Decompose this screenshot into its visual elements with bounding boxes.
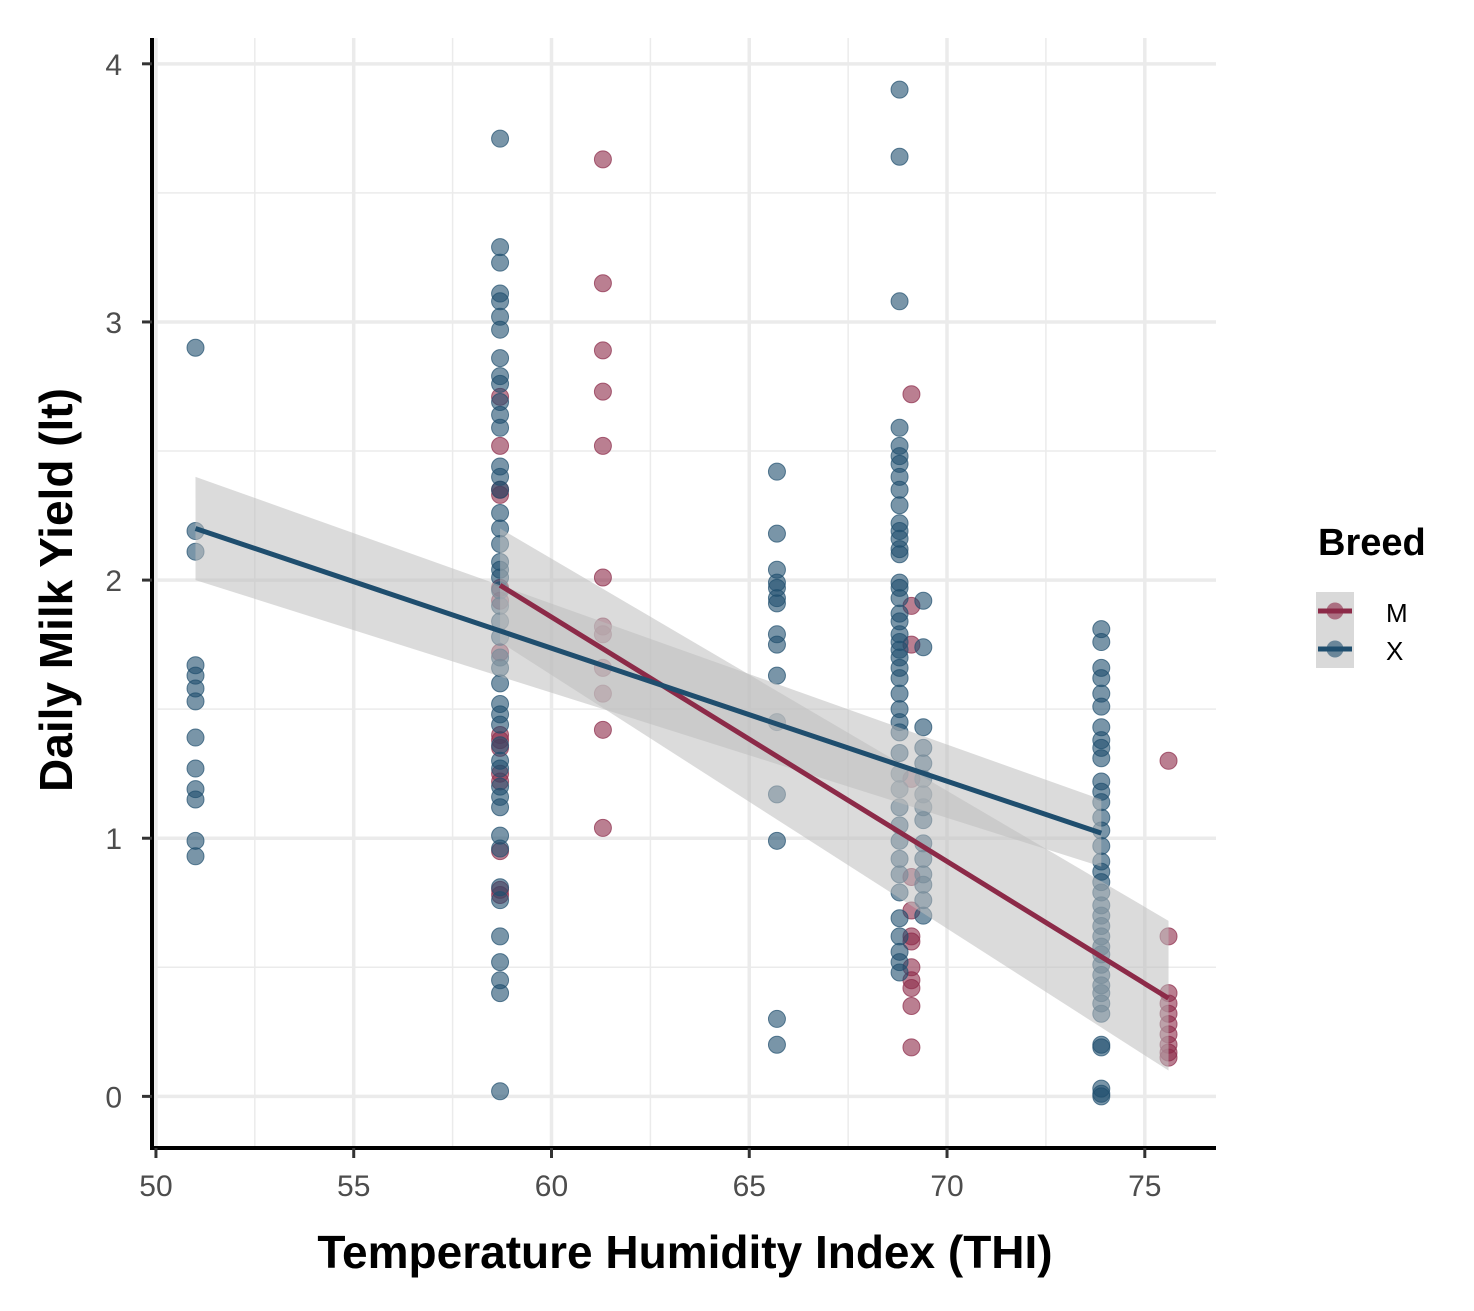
data-point-m	[593, 436, 612, 455]
data-point-m	[593, 382, 612, 401]
x-tick-label: 65	[733, 1170, 766, 1203]
data-point-x	[491, 238, 510, 257]
x-tick-label: 75	[1128, 1170, 1161, 1203]
data-point-x	[914, 718, 933, 737]
data-point-x	[186, 728, 205, 747]
data-point-m	[593, 341, 612, 360]
data-point-x	[491, 320, 510, 339]
data-point-x	[491, 349, 510, 368]
legend-entries: MX	[1316, 592, 1408, 668]
data-point-m	[902, 997, 921, 1016]
data-point-x	[491, 984, 510, 1003]
data-point-x	[491, 759, 510, 778]
data-point-x	[186, 847, 205, 866]
confidence-band-layer	[195, 476, 1169, 1071]
data-point-x	[491, 503, 510, 522]
fit-line-x	[194, 526, 1103, 836]
data-point-x	[491, 927, 510, 946]
data-point-x	[890, 147, 909, 166]
fit-line-layer	[194, 526, 1170, 1001]
data-point-x	[491, 129, 510, 148]
x-tick-label: 70	[930, 1170, 963, 1203]
data-point-m	[593, 274, 612, 293]
data-point-x	[1092, 669, 1111, 688]
grid-layer	[152, 38, 1216, 1148]
data-point-x	[914, 591, 933, 610]
confidence-band-x	[195, 476, 1102, 867]
data-point-m	[593, 568, 612, 587]
data-point-x	[767, 462, 786, 481]
y-tick-label: 3	[105, 307, 122, 340]
data-point-x	[914, 638, 933, 657]
data-point-x	[890, 292, 909, 311]
x-tick-label: 55	[337, 1170, 370, 1203]
data-point-x	[491, 953, 510, 972]
data-point-m	[902, 385, 921, 404]
data-point-m	[902, 1038, 921, 1057]
data-point-x	[767, 524, 786, 543]
data-point-x	[890, 963, 909, 982]
data-point-x	[491, 891, 510, 910]
data-point-x	[767, 666, 786, 685]
axis-layer: 50 55 60 65 70 75 0 1 2 3 4	[105, 38, 1216, 1203]
data-point-x	[186, 338, 205, 357]
data-point-x	[890, 80, 909, 99]
legend-label-m: M	[1386, 598, 1408, 628]
data-point-x	[491, 292, 510, 311]
data-point-x	[890, 496, 909, 515]
legend-label-x: X	[1386, 636, 1403, 666]
data-point-x	[491, 418, 510, 437]
data-point-x	[767, 1009, 786, 1028]
data-point-x	[186, 790, 205, 809]
y-tick-label: 1	[105, 823, 122, 856]
data-point-x	[890, 927, 909, 946]
data-point-x	[1092, 1038, 1111, 1057]
x-tick-label: 50	[139, 1170, 172, 1203]
data-point-m	[902, 978, 921, 997]
data-point-x	[890, 545, 909, 564]
data-point-x	[491, 1082, 510, 1101]
y-tick-label: 2	[105, 565, 122, 598]
data-point-m	[593, 720, 612, 739]
data-point-x	[890, 909, 909, 928]
data-point-x	[491, 480, 510, 499]
data-point-x	[186, 692, 205, 711]
data-point-x	[1092, 633, 1111, 652]
data-point-x	[890, 684, 909, 703]
data-point-m	[593, 818, 612, 837]
data-point-x	[890, 418, 909, 437]
data-point-x	[186, 759, 205, 778]
y-tick-label: 0	[105, 1081, 122, 1114]
data-point-x	[186, 831, 205, 850]
data-point-x	[491, 253, 510, 272]
data-point-x	[1092, 1087, 1111, 1106]
data-point-x	[767, 635, 786, 654]
data-point-x	[491, 374, 510, 393]
y-tick-label: 4	[105, 49, 122, 82]
data-point-x	[491, 715, 510, 734]
data-point-x	[491, 736, 510, 755]
data-point-m	[491, 436, 510, 455]
data-point-x	[767, 831, 786, 850]
data-point-m	[1159, 751, 1178, 770]
data-point-x	[1092, 749, 1111, 768]
data-point-x	[890, 589, 909, 608]
data-point-x	[890, 669, 909, 688]
legend-title: Breed	[1318, 522, 1426, 564]
data-point-m	[593, 150, 612, 169]
data-point-x	[1092, 697, 1111, 716]
data-point-x	[491, 798, 510, 817]
data-point-x	[491, 839, 510, 858]
x-tick-label: 60	[535, 1170, 568, 1203]
x-axis-title: Temperature Humidity Index (THI)	[317, 1226, 1052, 1278]
data-point-x	[890, 480, 909, 499]
data-point-x	[767, 594, 786, 613]
fit-line-m	[498, 583, 1170, 1001]
data-point-x	[767, 1035, 786, 1054]
legend: Breed MX	[1316, 522, 1426, 668]
y-axis-title: Daily Milk Yield (lt)	[30, 388, 82, 792]
